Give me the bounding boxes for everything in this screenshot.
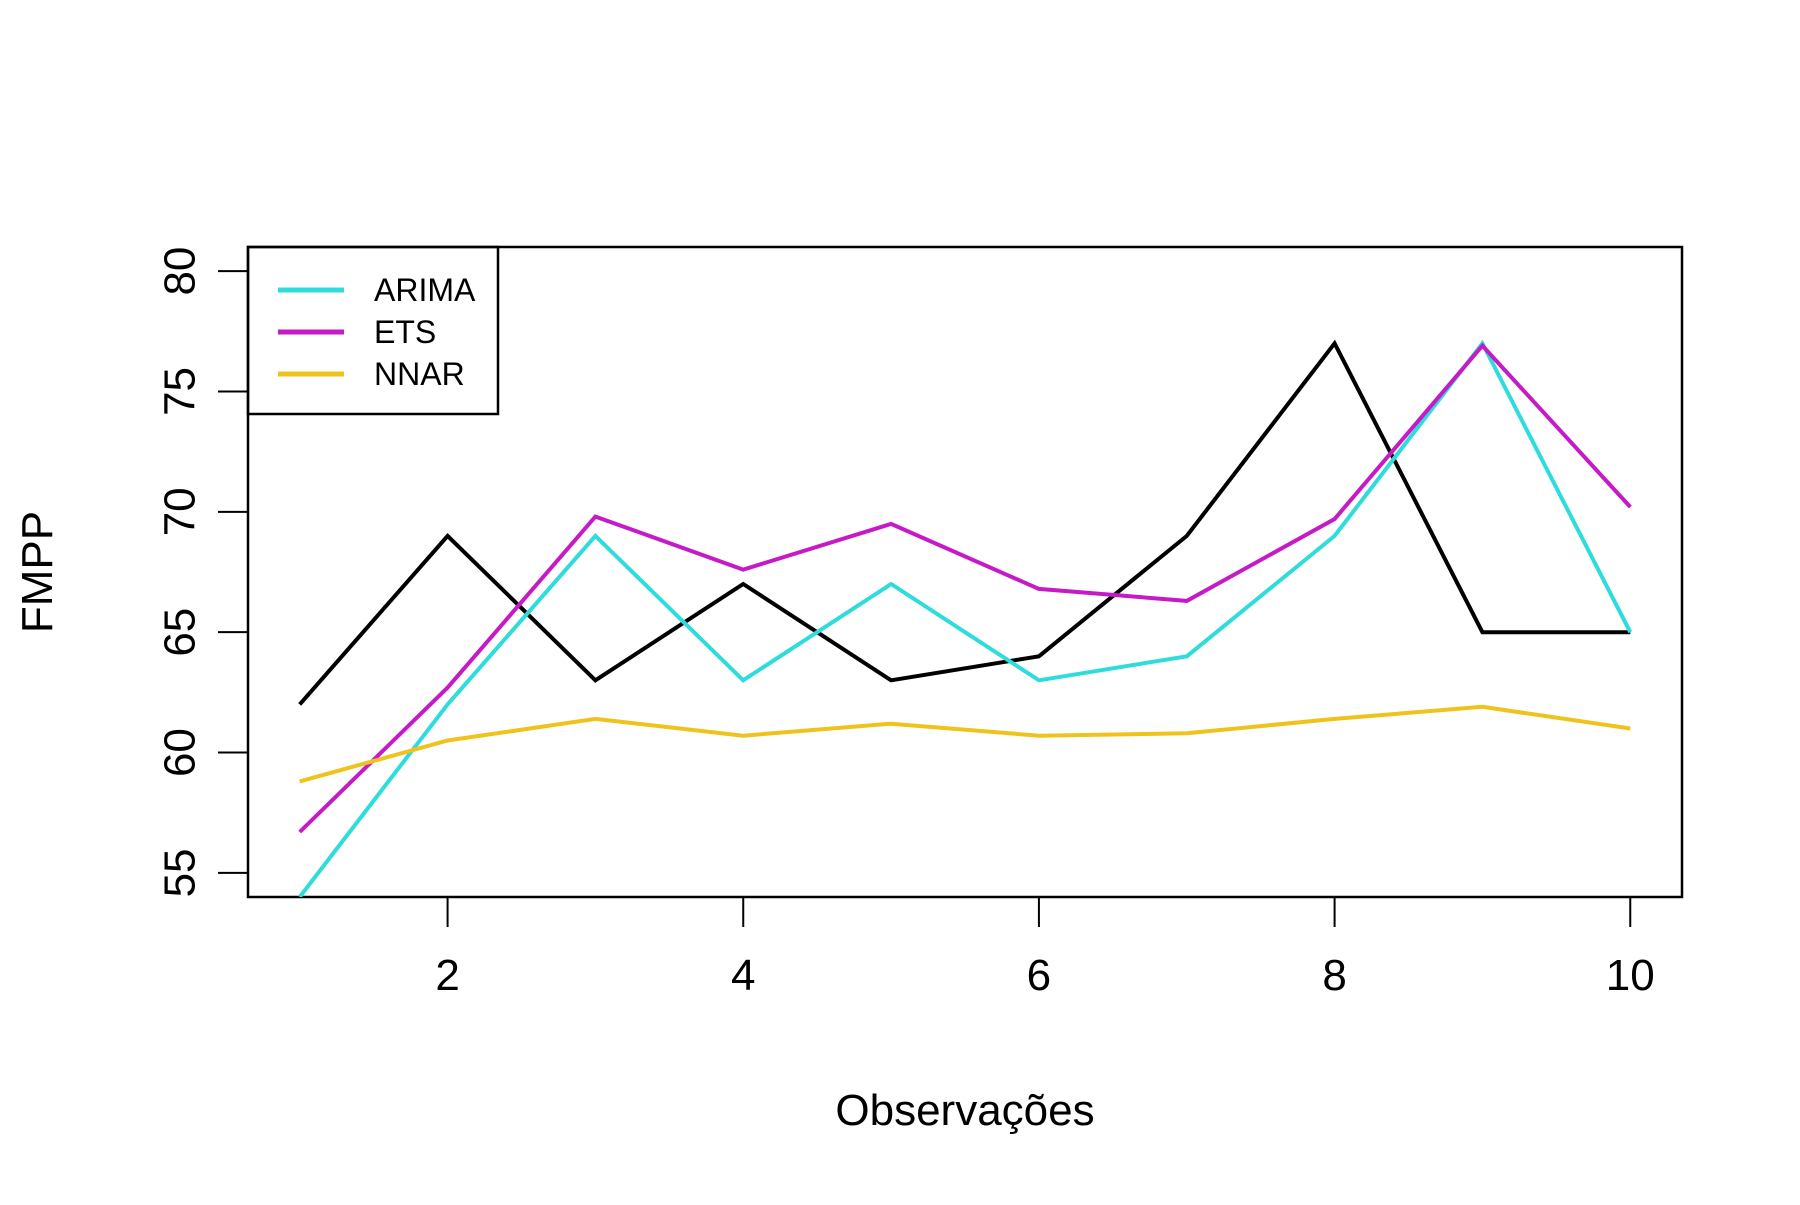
- series-line-ets: [298, 342, 1632, 834]
- legend-label-ets: ETS: [374, 314, 436, 350]
- x-tick-label: 8: [1322, 951, 1346, 1000]
- x-tick-label: 10: [1606, 951, 1655, 1000]
- series-line-observed: [298, 339, 1631, 706]
- y-axis: 55 60 65 70 75 80: [156, 247, 249, 897]
- y-tick-label: 70: [156, 487, 205, 536]
- legend: ARIMA ETS NNAR: [246, 245, 500, 416]
- y-tick-label: 80: [156, 247, 205, 296]
- x-tick-label: 6: [1027, 951, 1051, 1000]
- y-tick-label: 65: [156, 608, 205, 657]
- y-axis-title: FMPP: [13, 511, 62, 633]
- legend-box: [246, 245, 500, 416]
- x-axis: 2 4 6 8 10: [435, 896, 1655, 1000]
- legend-label-arima: ARIMA: [374, 272, 476, 308]
- y-tick-label: 55: [156, 848, 205, 897]
- plot-frame: [246, 245, 1684, 899]
- x-tick-label: 2: [435, 951, 459, 1000]
- series-group: [298, 339, 1633, 897]
- y-tick-label: 60: [156, 728, 205, 777]
- y-tick-label: 75: [156, 367, 205, 416]
- series-line-nnar: [299, 704, 1631, 784]
- series-line-arima: [298, 339, 1633, 897]
- series-layer: [298, 339, 1633, 897]
- legend-label-nnar: NNAR: [374, 356, 465, 392]
- x-axis-title: Observações: [835, 1086, 1094, 1135]
- x-tick-label: 4: [731, 951, 755, 1000]
